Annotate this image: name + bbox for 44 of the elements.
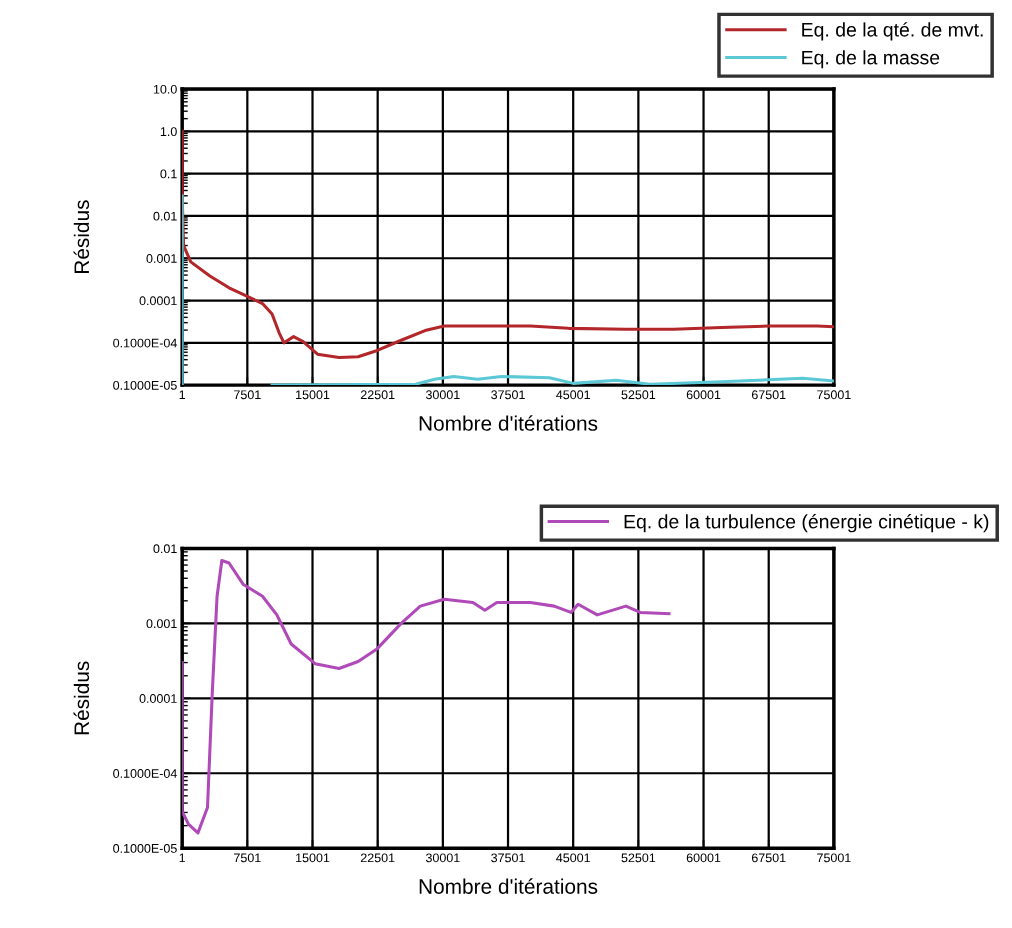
x-tick-label: 67501 xyxy=(751,390,786,400)
y-tick-label: 0.1 xyxy=(160,169,177,179)
y-tick-label: 0.001 xyxy=(146,254,177,263)
y-tick-label: 0.1000E-04 xyxy=(113,338,177,348)
x-tick-label: 7501 xyxy=(234,390,261,400)
x-tick-label: 15001 xyxy=(296,853,330,863)
x-tick-label: 60001 xyxy=(686,853,721,863)
y-tick-label: 0.01 xyxy=(153,544,177,554)
line-series xyxy=(182,558,671,835)
x-tick-label: 15001 xyxy=(296,390,330,400)
x-tick-label: 30001 xyxy=(425,853,460,863)
x-tick-label: 75001 xyxy=(817,853,851,863)
y-tick-label: 1.0 xyxy=(160,127,177,137)
legend-label: Eq. de la qté. de mvt. xyxy=(802,22,983,41)
x-tick-label: 52501 xyxy=(621,390,656,400)
x-tick-label: 37501 xyxy=(491,390,525,400)
y-axis-title: Résidus xyxy=(73,200,90,274)
x-tick-label: 37501 xyxy=(491,853,525,863)
x-tick-label: 1 xyxy=(179,853,186,863)
x-tick-label: 22501 xyxy=(360,390,395,400)
x-tick-label: 45001 xyxy=(556,390,590,400)
x-tick-label: 67501 xyxy=(751,853,786,863)
x-tick-label: 75001 xyxy=(817,390,851,400)
y-axis-title: Résidus xyxy=(73,661,90,735)
y-tick-label: 0.1000E-05 xyxy=(113,380,177,390)
x-tick-label: 22501 xyxy=(360,853,395,863)
y-tick-label: 0.0001 xyxy=(139,296,177,306)
y-tick-label: 0.001 xyxy=(146,619,177,629)
y-tick-label: 10.0 xyxy=(153,84,177,94)
line-series xyxy=(182,129,834,360)
x-tick-label: 30001 xyxy=(425,390,460,400)
legend-label: Eq. de la masse xyxy=(802,50,940,69)
legend-label: Eq. de la turbulence (énergie cinétique - k) xyxy=(624,513,989,533)
y-tick-label: 0.1000E-04 xyxy=(113,769,177,778)
y-tick-label: 0.1000E-05 xyxy=(113,843,177,853)
y-tick-label: 0.01 xyxy=(153,211,177,221)
x-tick-label: 45001 xyxy=(556,853,590,863)
x-tick-label: 7501 xyxy=(234,853,261,863)
y-tick-label: 0.0001 xyxy=(139,694,177,703)
x-tick-label: 1 xyxy=(179,390,186,400)
x-tick-label: 60001 xyxy=(686,390,721,400)
x-axis-title: Nombre d'itérations xyxy=(419,878,598,894)
x-axis-title: Nombre d'itérations xyxy=(419,415,598,431)
x-tick-label: 52501 xyxy=(621,853,656,863)
